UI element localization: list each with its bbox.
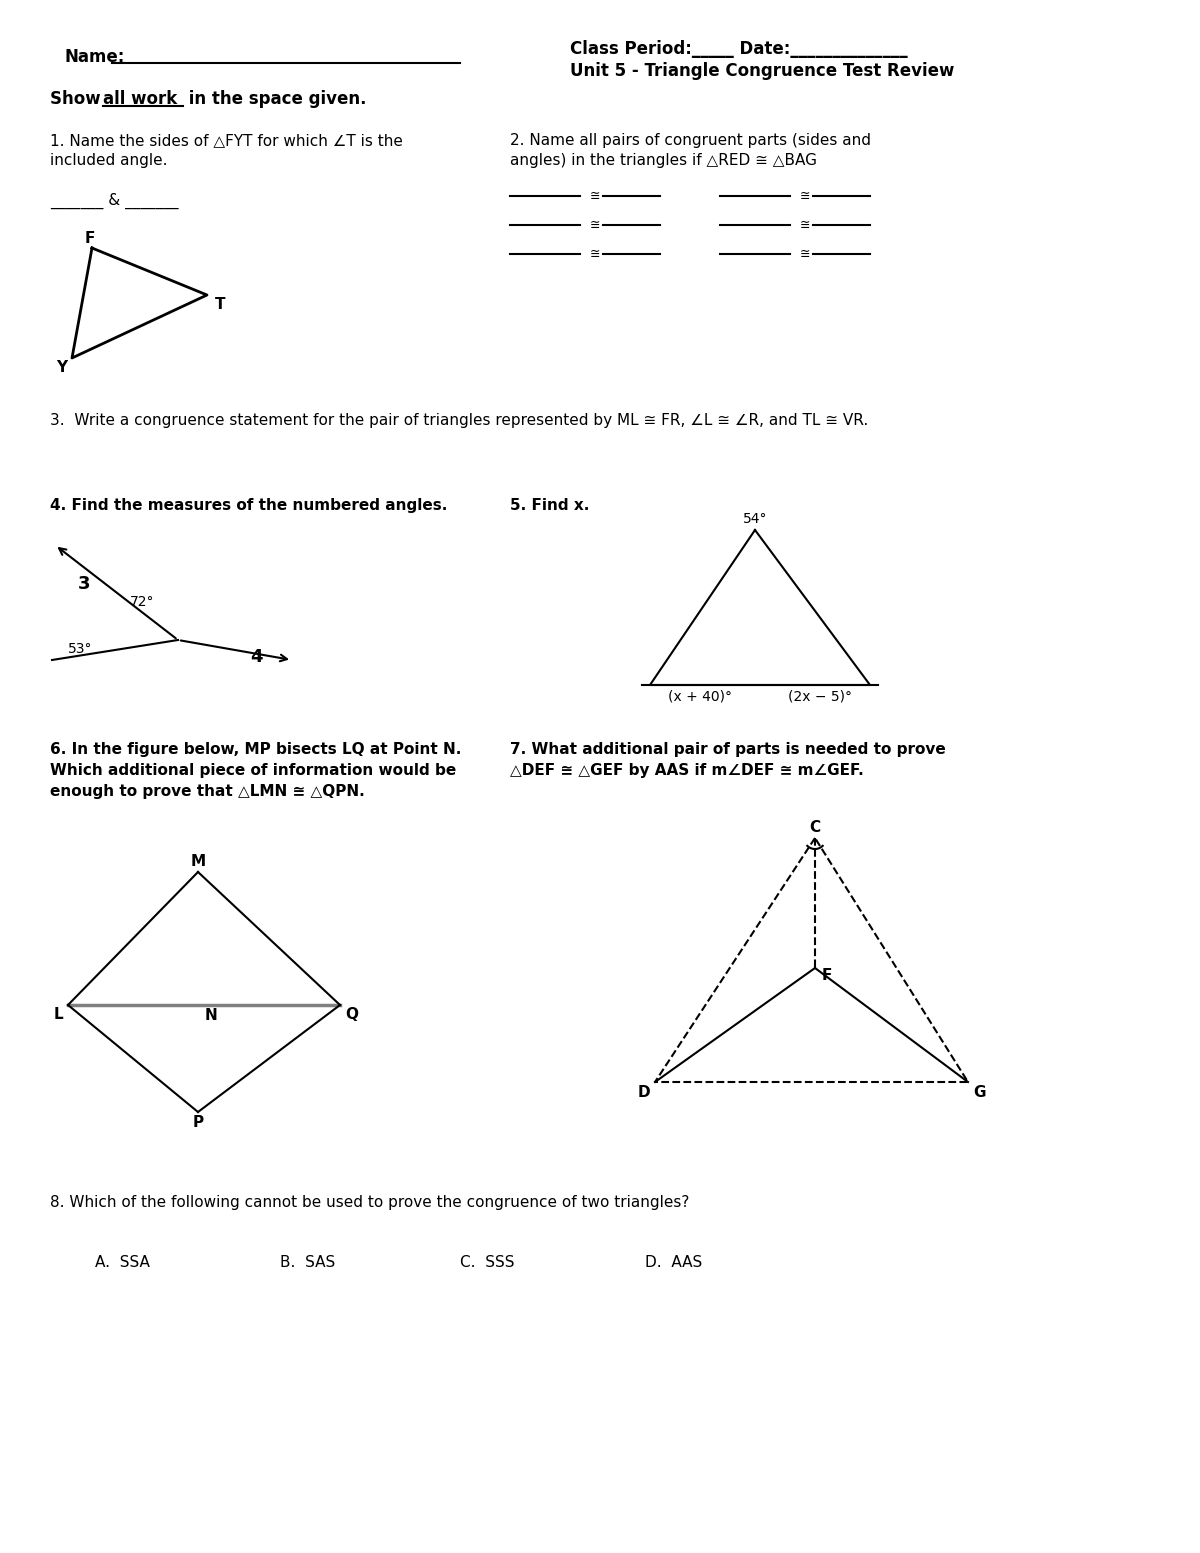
Text: (x + 40)°: (x + 40)° (668, 690, 732, 704)
Text: 72°: 72° (130, 595, 155, 609)
Text: Name:: Name: (65, 48, 125, 65)
Text: enough to prove that △LMN ≅ △QPN.: enough to prove that △LMN ≅ △QPN. (50, 784, 365, 798)
Text: _______ & _______: _______ & _______ (50, 193, 179, 210)
Text: 53°: 53° (68, 641, 92, 655)
Text: △DEF ≅ △GEF by AAS if m∠DEF ≅ m∠GEF.: △DEF ≅ △GEF by AAS if m∠DEF ≅ m∠GEF. (510, 763, 864, 778)
Text: F: F (822, 968, 833, 983)
Text: 3.  Write a congruence statement for the pair of triangles represented by ML ≅ F: 3. Write a congruence statement for the … (50, 413, 869, 429)
Text: G: G (973, 1086, 985, 1100)
Text: 1. Name the sides of △FYT for which ∠T is the: 1. Name the sides of △FYT for which ∠T i… (50, 134, 403, 148)
Text: 2. Name all pairs of congruent parts (sides and: 2. Name all pairs of congruent parts (si… (510, 134, 871, 148)
Text: D: D (637, 1086, 650, 1100)
Text: C.  SSS: C. SSS (460, 1255, 515, 1270)
Text: ≅: ≅ (800, 219, 810, 231)
Text: Class Period:_____ Date:______________: Class Period:_____ Date:______________ (570, 40, 907, 57)
Text: T: T (215, 297, 226, 312)
Text: 7. What additional pair of parts is needed to prove: 7. What additional pair of parts is need… (510, 742, 946, 756)
Text: ≅: ≅ (590, 189, 600, 203)
Text: ≅: ≅ (800, 248, 810, 261)
Text: included angle.: included angle. (50, 154, 168, 168)
Text: ≅: ≅ (800, 189, 810, 203)
Text: 4: 4 (250, 648, 263, 666)
Text: 8. Which of the following cannot be used to prove the congruence of two triangle: 8. Which of the following cannot be used… (50, 1194, 689, 1210)
Text: N: N (205, 1008, 217, 1023)
Text: M: M (191, 854, 205, 870)
Text: D.  AAS: D. AAS (646, 1255, 702, 1270)
Text: 3: 3 (78, 575, 90, 593)
Text: Y: Y (56, 360, 67, 374)
Text: L: L (53, 1006, 64, 1022)
Text: 5. Find x.: 5. Find x. (510, 499, 589, 512)
Text: 4. Find the measures of the numbered angles.: 4. Find the measures of the numbered ang… (50, 499, 448, 512)
Text: (2x − 5)°: (2x − 5)° (788, 690, 852, 704)
Text: F: F (85, 231, 95, 245)
Text: all work: all work (103, 90, 178, 109)
Text: Q: Q (346, 1006, 358, 1022)
Text: Unit 5 - Triangle Congruence Test Review: Unit 5 - Triangle Congruence Test Review (570, 62, 954, 81)
Text: P: P (192, 1115, 204, 1131)
Text: C: C (810, 820, 821, 836)
Text: Which additional piece of information would be: Which additional piece of information wo… (50, 763, 456, 778)
Text: Show: Show (50, 90, 107, 109)
Text: angles) in the triangles if △RED ≅ △BAG: angles) in the triangles if △RED ≅ △BAG (510, 154, 817, 168)
Text: ≅: ≅ (590, 219, 600, 231)
Text: 54°: 54° (743, 512, 767, 526)
Text: B.  SAS: B. SAS (280, 1255, 335, 1270)
Text: 6. In the figure below, MP bisects LQ at Point N.: 6. In the figure below, MP bisects LQ at… (50, 742, 461, 756)
Text: ≅: ≅ (590, 248, 600, 261)
Text: A.  SSA: A. SSA (95, 1255, 150, 1270)
Text: in the space given.: in the space given. (182, 90, 366, 109)
